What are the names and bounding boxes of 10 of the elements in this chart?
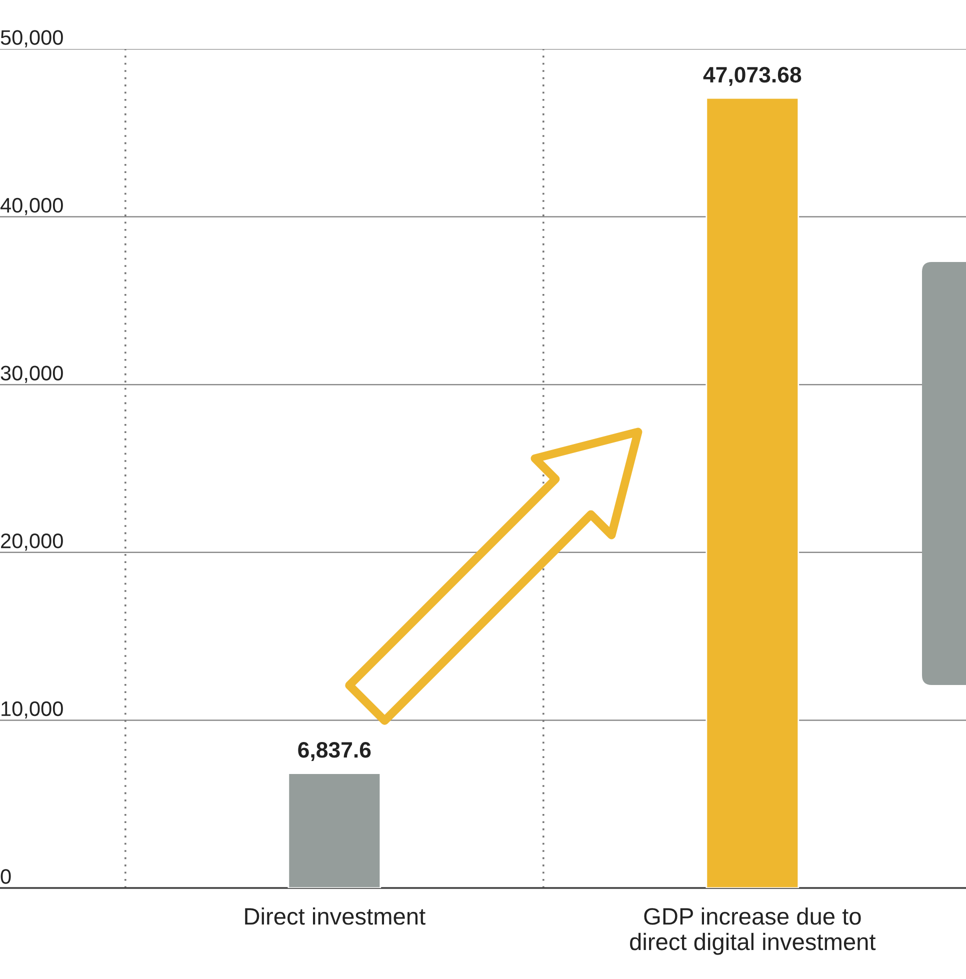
data-label: 47,073.68 — [703, 66, 802, 86]
y-tick-label: 30,000 — [0, 366, 63, 383]
y-tick-label: 50,000 — [0, 30, 63, 48]
x-tick-label: Direct investment — [245, 907, 426, 925]
data-label: 6,837.6 — [298, 742, 371, 761]
y-tick-label: 40,000 — [0, 198, 63, 216]
x-tick-label: GDP increase due to direct digital investment — [630, 907, 876, 955]
y-tick-label: 0 — [0, 869, 11, 884]
y-tick-label: 20,000 — [1, 534, 63, 551]
y-tick-label: 10,000 — [2, 701, 63, 719]
